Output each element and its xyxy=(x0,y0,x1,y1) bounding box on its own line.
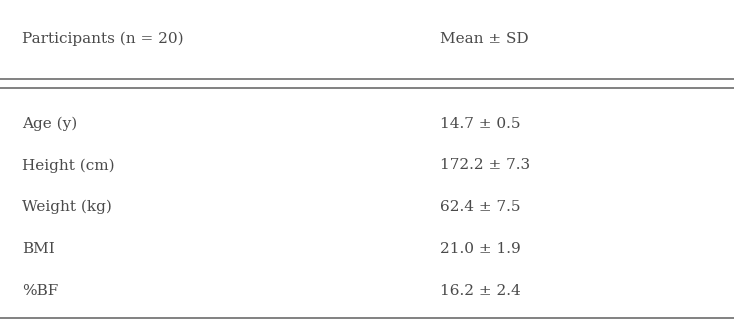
Text: 62.4 ± 7.5: 62.4 ± 7.5 xyxy=(440,200,521,214)
Text: 172.2 ± 7.3: 172.2 ± 7.3 xyxy=(440,158,531,172)
Text: 16.2 ± 2.4: 16.2 ± 2.4 xyxy=(440,283,521,298)
Text: Participants (n = 20): Participants (n = 20) xyxy=(22,31,184,46)
Text: Weight (kg): Weight (kg) xyxy=(22,200,112,214)
Text: %BF: %BF xyxy=(22,283,58,298)
Text: 14.7 ± 0.5: 14.7 ± 0.5 xyxy=(440,117,521,131)
Text: Mean ± SD: Mean ± SD xyxy=(440,31,529,46)
Text: BMI: BMI xyxy=(22,242,55,256)
Text: Height (cm): Height (cm) xyxy=(22,158,115,172)
Text: 21.0 ± 1.9: 21.0 ± 1.9 xyxy=(440,242,521,256)
Text: Age (y): Age (y) xyxy=(22,117,77,131)
